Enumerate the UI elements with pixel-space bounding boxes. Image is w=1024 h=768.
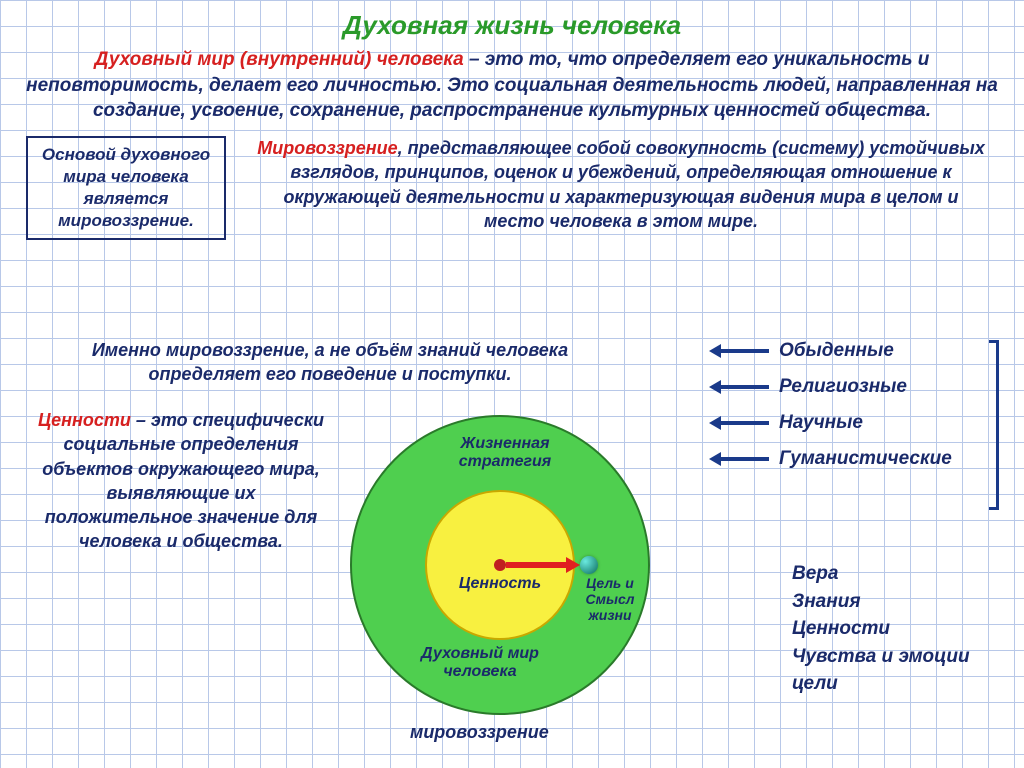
arrow-left-icon [709, 344, 769, 358]
center-dot-icon [494, 559, 506, 571]
red-arrow-icon [506, 559, 580, 571]
label-strategy: Жизненная стратегия [445, 435, 565, 471]
element-item: Чувства и эмоции [792, 643, 972, 671]
worldview-lead: Мировоззрение [257, 138, 397, 158]
values-rest: – это специфически социальные определени… [42, 410, 324, 551]
row-definitions: Основой духовного мира человека является… [0, 124, 1024, 240]
worldview-definition: Мировоззрение, представляющее собой сово… [254, 136, 998, 240]
type-item: Гуманистические [709, 448, 984, 470]
arrow-left-icon [709, 380, 769, 394]
arrow-left-icon [709, 452, 769, 466]
label-spiritual: Духовный мир человека [400, 645, 560, 681]
worldview-types-list: Обыденные Религиозные Научные Гуманистич… [709, 340, 984, 484]
elements-list: Вера Знания Ценности Чувства и эмоции це… [792, 560, 972, 698]
type-label: Научные [779, 412, 863, 434]
arrow-left-icon [709, 416, 769, 430]
type-label: Религиозные [779, 376, 907, 398]
label-value: Ценность [450, 575, 550, 593]
element-item: цели [792, 670, 972, 698]
type-label: Гуманистические [779, 448, 952, 470]
element-item: Вера [792, 560, 972, 588]
element-item: Ценности [792, 615, 972, 643]
type-item: Религиозные [709, 376, 984, 398]
values-definition: Ценности – это специфически социальные о… [36, 408, 326, 554]
sphere-icon [580, 556, 598, 574]
type-item: Научные [709, 412, 984, 434]
label-goal: Цель и Смысл жизни [575, 575, 645, 623]
type-label: Обыденные [779, 340, 894, 362]
bracket-icon [996, 340, 999, 510]
worldview-bottom-label: мировоззрение [410, 722, 549, 743]
values-lead: Ценности [38, 410, 131, 430]
element-item: Знания [792, 588, 972, 616]
intro-lead: Духовный мир (внутренний) человека [95, 49, 464, 70]
basis-box: Основой духовного мира человека является… [26, 136, 226, 240]
intro-paragraph: Духовный мир (внутренний) человека – это… [0, 41, 1024, 124]
mid-statement: Именно мировоззрение, а не объём знаний … [60, 338, 600, 387]
concentric-diagram: Жизненная стратегия Ценность Цель и Смыс… [340, 405, 660, 725]
type-item: Обыденные [709, 340, 984, 362]
slide-title: Духовная жизнь человека [0, 0, 1024, 41]
